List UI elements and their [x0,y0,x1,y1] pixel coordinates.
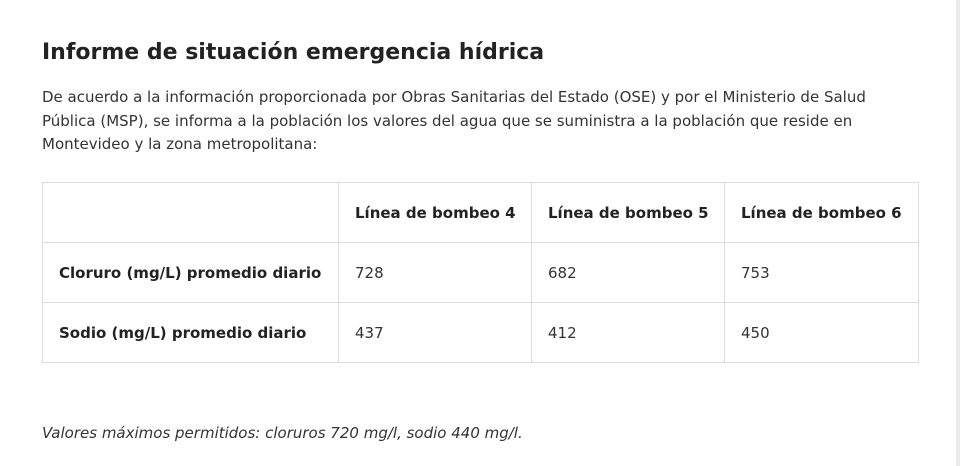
table-header-linea-6: Línea de bombeo 6 [724,182,919,243]
table-cell: 437 [338,302,532,363]
table-cell: 450 [724,302,919,363]
page-title: Informe de situación emergencia hídrica [42,40,545,65]
table-header-linea-5: Línea de bombeo 5 [531,182,725,243]
row-label-sodio: Sodio (mg/L) promedio diario [42,302,339,363]
table-row: Sodio (mg/L) promedio diario 437 412 450 [42,302,919,363]
report-content: Informe de situación emergencia hídrica … [42,36,919,442]
row-label-cloruro: Cloruro (mg/L) promedio diario [42,242,339,303]
intro-paragraph: De acuerdo a la información proporcionad… [42,88,866,153]
water-values-table: Línea de bombeo 4 Línea de bombeo 5 Líne… [42,182,919,363]
table-cell: 682 [531,242,725,303]
table-cell: 753 [724,242,919,303]
table-header-empty [42,182,339,243]
table-header-row: Línea de bombeo 4 Línea de bombeo 5 Líne… [42,182,919,243]
table-header-linea-4: Línea de bombeo 4 [338,182,532,243]
limits-note: Valores máximos permitidos: cloruros 720… [42,424,523,442]
table-cell: 728 [338,242,532,303]
table-cell: 412 [531,302,725,363]
table-row: Cloruro (mg/L) promedio diario 728 682 7… [42,242,919,303]
